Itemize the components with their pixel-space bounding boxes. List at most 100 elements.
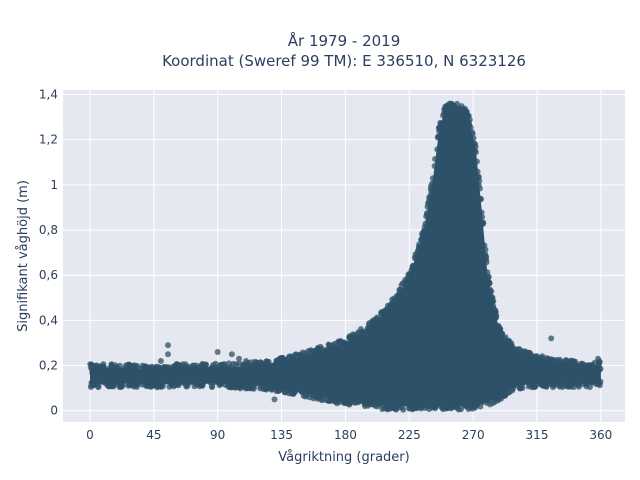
data-point (476, 185, 483, 192)
data-point (489, 298, 496, 305)
data-point (91, 381, 97, 388)
data-point (492, 309, 499, 316)
data-point (361, 403, 368, 409)
data-point (92, 369, 99, 375)
data-point (467, 401, 474, 407)
data-point (531, 379, 538, 386)
data-point (220, 363, 227, 370)
data-point (319, 391, 326, 398)
data-point (248, 359, 255, 366)
data-point (161, 363, 168, 370)
data-point (247, 381, 254, 388)
data-point (157, 383, 164, 389)
data-point (447, 400, 454, 407)
data-point (538, 360, 544, 366)
data-point (522, 349, 528, 355)
data-point (477, 196, 484, 203)
data-point (281, 389, 288, 396)
data-point (510, 351, 517, 358)
data-point (167, 378, 174, 385)
data-point (505, 345, 512, 352)
data-point (396, 287, 403, 293)
data-point (397, 401, 404, 408)
data-point (426, 199, 433, 206)
data-point (361, 330, 368, 336)
data-point (92, 362, 99, 369)
data-point (100, 364, 107, 371)
data-point (481, 242, 488, 249)
data-point (157, 358, 164, 364)
data-point (427, 186, 434, 192)
data-point (469, 129, 475, 136)
data-point (465, 119, 472, 126)
data-point (326, 392, 333, 399)
x-tick-label: 360 (589, 428, 612, 442)
data-point (101, 377, 108, 384)
data-point (495, 323, 502, 329)
y-tick-label: 0,8 (39, 223, 58, 237)
data-point (475, 174, 482, 181)
data-point (565, 358, 572, 365)
data-point (567, 383, 574, 390)
x-tick-label: 270 (462, 428, 485, 442)
data-point (186, 365, 193, 372)
data-point (438, 121, 445, 127)
data-point (191, 367, 198, 374)
data-point (262, 381, 269, 388)
data-point (237, 366, 244, 373)
x-tick-label: 90 (210, 428, 225, 442)
point-cloud-core (90, 105, 601, 407)
data-point (452, 107, 459, 114)
data-point (342, 342, 349, 349)
data-point (421, 228, 428, 235)
data-point (244, 367, 251, 374)
data-point (128, 382, 135, 389)
data-point (378, 309, 385, 315)
data-point (470, 135, 477, 142)
data-point (165, 351, 171, 358)
data-point (209, 383, 216, 390)
data-point (424, 210, 431, 217)
data-point (143, 383, 150, 390)
data-point (356, 397, 363, 404)
y-axis-ticks: 0 0,2 0,4 0,6 0,8 1 1,2 1,4 (39, 88, 58, 418)
data-point (426, 406, 433, 412)
data-point (355, 331, 362, 338)
data-point (575, 365, 582, 372)
data-point (421, 402, 428, 409)
data-point (480, 220, 487, 227)
data-point (279, 355, 285, 361)
data-point (518, 355, 525, 362)
data-point (597, 378, 604, 385)
data-point (409, 264, 416, 271)
data-point (302, 393, 309, 400)
data-point (271, 396, 278, 403)
data-point (224, 366, 231, 373)
data-point (170, 383, 177, 390)
data-point (465, 113, 472, 120)
data-point (292, 353, 299, 360)
data-point (417, 244, 424, 250)
data-point (517, 385, 524, 392)
data-point (274, 362, 281, 369)
data-point (433, 400, 440, 407)
data-point (478, 209, 485, 216)
data-point (556, 383, 563, 390)
data-point (550, 380, 557, 387)
data-point (138, 370, 145, 376)
data-point (465, 406, 472, 412)
data-point (272, 383, 279, 390)
data-point (321, 350, 327, 357)
y-tick-label: 1 (50, 178, 58, 192)
data-point (214, 349, 221, 355)
data-point (406, 405, 413, 412)
data-point (193, 381, 200, 388)
data-point (147, 364, 154, 371)
x-axis-ticks: 0 45 90 135 180 225 270 315 360 (86, 428, 612, 442)
data-point (488, 288, 495, 295)
data-point (545, 380, 552, 386)
x-axis-title: Vågriktning (grader) (278, 450, 409, 465)
data-point (596, 367, 603, 374)
data-point (228, 351, 235, 358)
data-point (447, 103, 454, 110)
